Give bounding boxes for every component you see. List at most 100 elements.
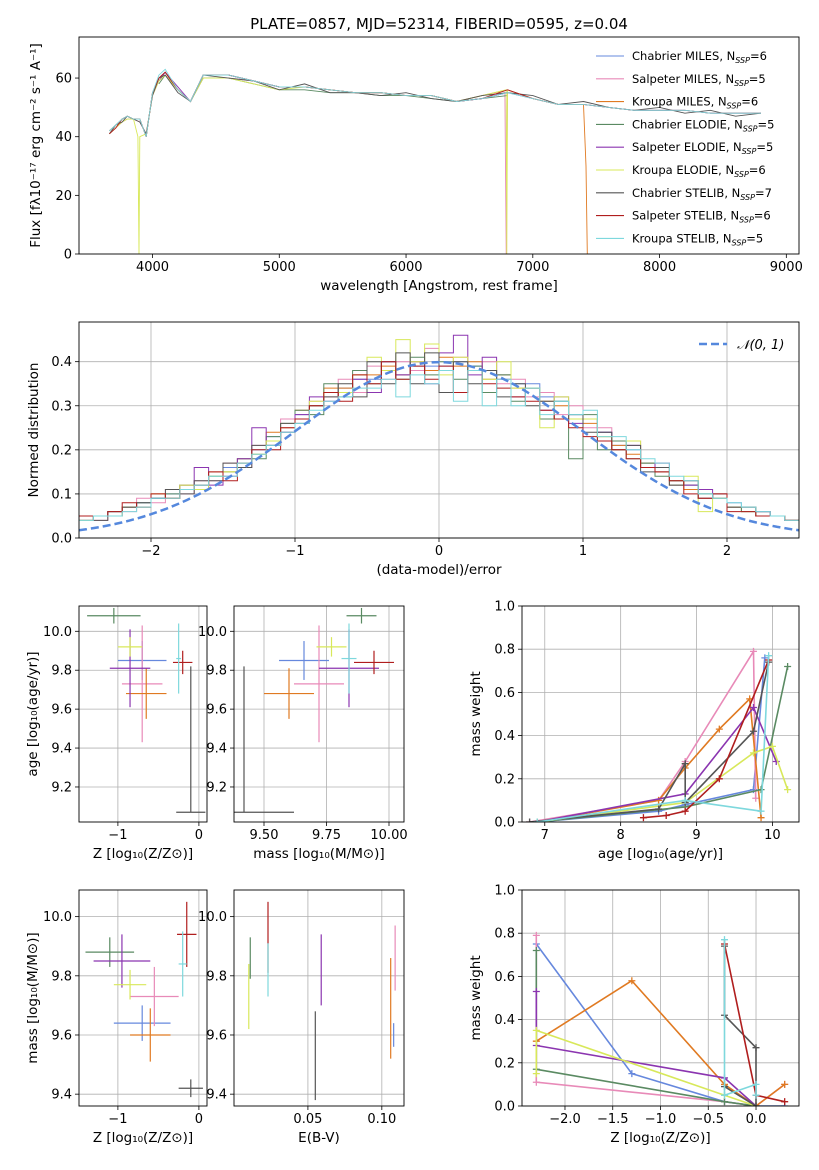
x-tick-label: 10.00 [370,828,407,843]
axes-frame [233,889,405,1107]
weight-point [715,775,723,783]
x-tick-label: −2 [141,544,160,559]
y-tick-label: 0.8 [494,927,515,942]
x-axis-label: Z [log₁₀(Z/Z⊙)] [93,1130,193,1146]
axes-frame [521,889,800,1107]
y-tick-label: 20 [55,189,72,204]
y-tick-label: 0.4 [494,1013,515,1028]
y-tick-label: 9.4 [51,1088,72,1103]
axes-frame [78,36,800,255]
weight-point [757,807,765,815]
y-axis-label: Flux [fλ10⁻¹⁷ erg cm⁻² s⁻¹ A⁻¹] [28,43,44,248]
weight-line [535,1029,757,1106]
y-tick-label: 9.8 [51,969,72,984]
x-tick-label: 1 [579,544,587,559]
x-tick-label: 9.75 [312,828,341,843]
x-tick-label: 7 [541,828,549,843]
x-tick-label: 9.50 [250,828,279,843]
gaussian-legend-label: 𝒩(0, 1) [737,338,784,353]
y-tick-label: 9.6 [51,1028,72,1043]
y-axis-label: Normed distribution [26,363,42,498]
y-tick-label: 0.6 [494,970,515,985]
weight-point [639,814,647,822]
y-axis-label: mass weight [468,955,484,1040]
legend-label: Chabrier MILES, NSSP=6 [632,49,767,65]
legend-label: Salpeter STELIB, NSSP=6 [632,209,771,225]
x-axis-label: E(B-V) [298,1130,340,1146]
y-tick-label: 0.2 [51,443,72,458]
panel-mass_vs_Z: −1 0 9.4 9.6 9.8 10.0 Z [log₁₀(Z/Z⊙)] mass [log… [25,889,208,1146]
y-tick-label: 9.6 [206,703,227,718]
x-tick-label: 6000 [389,260,422,275]
plot-area-mass_vs_ebv [248,901,396,1101]
x-tick-label: 9000 [770,260,803,275]
panel-weight_vs_age: 7 8 9 10 0.0 0.2 0.4 0.6 0.8 1.0 age [log₁₀(age/yr… [468,600,800,862]
weight-point [784,662,792,670]
spectrum-line [158,74,508,103]
y-axis-label: mass weight [468,671,484,756]
legend-label: Chabrier STELIB, NSSP=7 [632,186,772,202]
weight-point [628,977,636,985]
weight-point [749,749,757,757]
weight-line [535,991,757,1106]
y-axis-label: mass [log₁₀(M/M⊙)] [25,932,41,1063]
y-axis-label: age [log₁₀(age/yr)] [25,651,41,776]
weight-point [532,988,540,996]
x-axis-label: mass [log₁₀(M/M⊙)] [253,846,384,862]
y-tick-label: 0.0 [51,532,72,547]
weight-point [655,805,663,813]
y-tick-label: 60 [55,72,72,87]
weight-point [749,727,757,735]
x-axis-label: wavelength [Angstrom, rest frame] [320,278,558,294]
legend-label: Kroupa ELODIE, NSSP=6 [632,163,766,179]
plot-area-weight_vs_Z [532,931,789,1106]
spectrum-line [109,68,761,137]
weight-point [749,704,757,712]
weight-point [720,936,728,944]
y-tick-label: 0.1 [51,487,72,502]
weight-point [715,725,723,733]
y-tick-label: 9.6 [51,703,72,718]
weight-point [532,931,540,939]
x-tick-label: 7000 [516,260,549,275]
weight-point [681,760,689,768]
weight-line [537,697,762,822]
weight-line [537,657,766,822]
y-tick-label: 10.0 [43,910,72,925]
spectrum-line [109,71,588,254]
x-axis-label: Z [log₁₀(Z/Z⊙)] [93,846,193,862]
x-tick-label: 0.10 [367,1112,396,1127]
x-axis-label: (data-model)/error [376,562,502,578]
axes-frame [78,605,208,823]
axes-frame [78,321,800,539]
weight-line [723,943,785,1103]
x-tick-label: 9 [692,828,700,843]
plot-area-age_vs_mass [234,607,394,813]
panel-age_vs_mass: 9.50 9.75 10.00 9.2 9.4 9.6 9.8 10.0 mass [log₁₀… [198,605,408,862]
x-tick-label: 0 [195,828,203,843]
x-axis-label: Z [log₁₀(Z/Z⊙)] [610,1130,710,1146]
panel-age_vs_Z: −1 0 9.2 9.4 9.6 9.8 10.0 Z [log₁₀(Z/Z⊙)] age [l… [25,605,208,862]
legend-label: Kroupa MILES, NSSP=6 [632,95,758,111]
weight-point [655,796,663,804]
y-tick-label: 10.0 [198,910,227,925]
weight-point [752,794,760,802]
y-tick-label: 9.4 [206,742,227,757]
panel-residuals: −2 −1 0 1 2 0.0 0.1 0.2 0.3 0.4 𝒩(0, 1) (data-model… [26,321,800,578]
spectrum-line [158,71,508,103]
weight-point [752,1102,760,1106]
weight-point [662,812,670,820]
weight-point [768,742,776,750]
legend-label: Kroupa STELIB, NSSP=5 [632,231,763,247]
x-tick-label: −1 [285,544,304,559]
axes-frame [233,605,405,823]
spectrum-line [109,74,508,254]
weight-point [532,1070,540,1078]
x-tick-label: 2 [723,544,731,559]
x-tick-label: 0.05 [293,1112,322,1127]
x-tick-label: −1.0 [645,1112,677,1127]
y-tick-label: 9.8 [206,969,227,984]
weight-point [533,818,541,822]
weight-point [720,1091,728,1099]
